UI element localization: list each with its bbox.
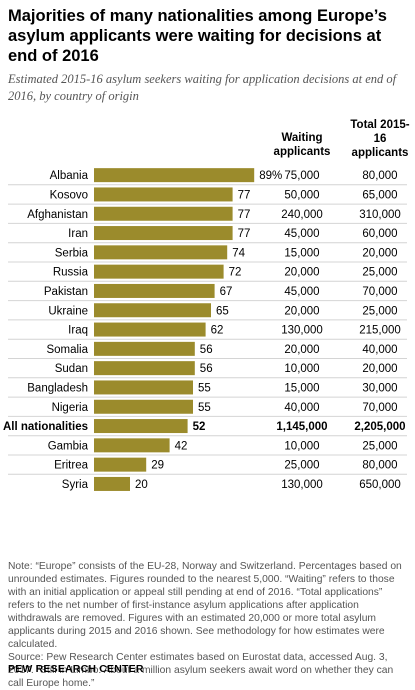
total-value: 310,000 [359, 209, 401, 221]
column-header-waiting: Waiting applicants [273, 132, 331, 158]
chart-subtitle: Estimated 2015-16 asylum seekers waiting… [8, 72, 397, 103]
bar-value-label: 74 [232, 247, 245, 259]
bar [94, 322, 206, 337]
total-value: 20,000 [362, 363, 397, 375]
bar [94, 341, 195, 356]
category-label: Somalia [46, 344, 88, 356]
waiting-value: 20,000 [284, 267, 319, 279]
bar [94, 245, 228, 260]
waiting-value: 25,000 [284, 460, 319, 472]
bar [94, 168, 255, 183]
waiting-value: 20,000 [284, 305, 319, 317]
waiting-value: 45,000 [284, 286, 319, 298]
column-header-total: Total 2015-16 applicants [350, 119, 410, 159]
total-value: 70,000 [362, 402, 397, 414]
waiting-value: 10,000 [284, 440, 319, 452]
total-value: 650,000 [359, 479, 401, 491]
bar [94, 206, 233, 221]
bar [94, 226, 233, 241]
total-value: 25,000 [362, 305, 397, 317]
total-value: 215,000 [359, 325, 401, 337]
category-label: All nationalities [3, 421, 88, 433]
category-label: Russia [53, 267, 89, 279]
total-value: 30,000 [362, 382, 397, 394]
total-value: 80,000 [362, 170, 397, 182]
bar-value-label: 56 [200, 363, 213, 375]
category-label: Gambia [48, 440, 89, 452]
bar-value-label: 77 [238, 189, 251, 201]
category-label: Sudan [55, 363, 88, 375]
bar-value-label: 62 [211, 325, 224, 337]
bar-value-label: 56 [200, 344, 213, 356]
category-label: Pakistan [44, 286, 88, 298]
bar [94, 419, 188, 434]
waiting-value: 15,000 [284, 247, 319, 259]
bar-value-label: 72 [229, 267, 242, 279]
category-label: Afghanistan [27, 209, 88, 221]
bar-value-label: 52 [193, 421, 206, 433]
category-label: Albania [50, 170, 89, 182]
category-label: Kosovo [50, 189, 88, 201]
category-label: Iraq [68, 325, 88, 337]
total-value: 25,000 [362, 267, 397, 279]
bar [94, 380, 193, 395]
category-label: Iran [68, 228, 88, 240]
bar-value-label: 29 [151, 460, 164, 472]
category-label: Bangladesh [27, 382, 88, 394]
bar-value-label: 77 [238, 228, 251, 240]
waiting-value: 130,000 [281, 479, 323, 491]
bar-value-label: 55 [198, 382, 211, 394]
waiting-value: 15,000 [284, 382, 319, 394]
category-label: Serbia [55, 247, 89, 259]
bar [94, 457, 147, 472]
bar-value-label: 89% [259, 170, 282, 182]
source-text: Source: Pew Research Center estimates ba… [8, 652, 394, 689]
bar-value-label: 77 [238, 209, 251, 221]
total-value: 60,000 [362, 228, 397, 240]
total-value: 80,000 [362, 460, 397, 472]
bar [94, 283, 215, 298]
waiting-value: 75,000 [284, 170, 319, 182]
bar-value-label: 67 [220, 286, 233, 298]
bar [94, 264, 224, 279]
bar-value-label: 55 [198, 402, 211, 414]
total-value: 40,000 [362, 344, 397, 356]
waiting-value: 240,000 [281, 209, 323, 221]
category-label: Eritrea [54, 460, 88, 472]
waiting-value: 50,000 [284, 189, 319, 201]
bar-chart: Albania 89% 75,000 80,000 Kosovo 77 50,000 65,0… [3, 168, 407, 491]
bar [94, 476, 130, 491]
waiting-value: 1,145,000 [276, 421, 327, 433]
waiting-value: 130,000 [281, 325, 323, 337]
chart-title: Majorities of many nationalities among E… [8, 7, 387, 65]
bar [94, 361, 195, 376]
total-value: 25,000 [362, 440, 397, 452]
waiting-value: 10,000 [284, 363, 319, 375]
note-text: Note: “Europe” consists of the EU-28, No… [8, 561, 402, 650]
total-value: 65,000 [362, 189, 397, 201]
total-value: 70,000 [362, 286, 397, 298]
waiting-value: 20,000 [284, 344, 319, 356]
footer-brand: PEW RESEARCH CENTER [8, 663, 144, 675]
bar-value-label: 42 [175, 440, 188, 452]
bar [94, 187, 233, 202]
category-label: Nigeria [52, 402, 89, 414]
waiting-value: 40,000 [284, 402, 319, 414]
waiting-value: 45,000 [284, 228, 319, 240]
total-value: 2,205,000 [354, 421, 405, 433]
category-label: Syria [62, 479, 89, 491]
total-value: 20,000 [362, 247, 397, 259]
bar-value-label: 20 [135, 479, 148, 491]
notes-block: Note: “Europe” consists of the EU-28, No… [8, 560, 408, 690]
bar [94, 399, 193, 414]
bar [94, 438, 170, 453]
category-label: Ukraine [48, 305, 88, 317]
bar-value-label: 65 [216, 305, 229, 317]
bar [94, 303, 211, 318]
